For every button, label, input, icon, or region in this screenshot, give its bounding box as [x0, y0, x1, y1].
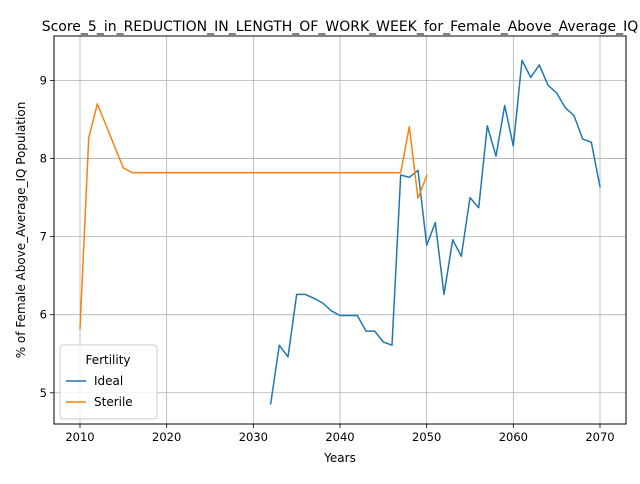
series-line-sterile: [79, 103, 428, 330]
legend-title: Fertility: [85, 353, 130, 367]
series-lines: [79, 59, 601, 405]
y-tick-label: 5: [40, 386, 47, 400]
y-tick-label: 6: [40, 308, 47, 322]
x-tick-label: 2060: [499, 430, 528, 444]
x-axis-ticks: 2010 2020 2030 2040 2050 2060 2070: [65, 424, 615, 444]
legend-label-sterile: Sterile: [94, 395, 133, 409]
legend-label-ideal: Ideal: [94, 374, 123, 388]
y-tick-label: 8: [40, 152, 47, 166]
legend: Fertility Ideal Sterile: [59, 344, 158, 420]
x-tick-label: 2010: [65, 430, 94, 444]
x-tick-label: 2040: [325, 430, 354, 444]
y-axis-ticks: 5 6 7 8 9: [40, 73, 54, 400]
y-axis-label: % of Female Above_Average_IQ Population: [14, 102, 28, 359]
x-tick-label: 2050: [412, 430, 441, 444]
y-tick-label: 7: [40, 230, 47, 244]
x-tick-label: 2070: [585, 430, 614, 444]
series-line-ideal: [269, 59, 601, 405]
x-axis-label: Years: [323, 451, 356, 465]
x-tick-label: 2020: [152, 430, 181, 444]
legend-box: [59, 344, 158, 420]
chart-title: Score_5_in_REDUCTION_IN_LENGTH_OF_WORK_W…: [42, 19, 639, 35]
x-tick-label: 2030: [239, 430, 268, 444]
y-tick-label: 9: [40, 73, 47, 87]
